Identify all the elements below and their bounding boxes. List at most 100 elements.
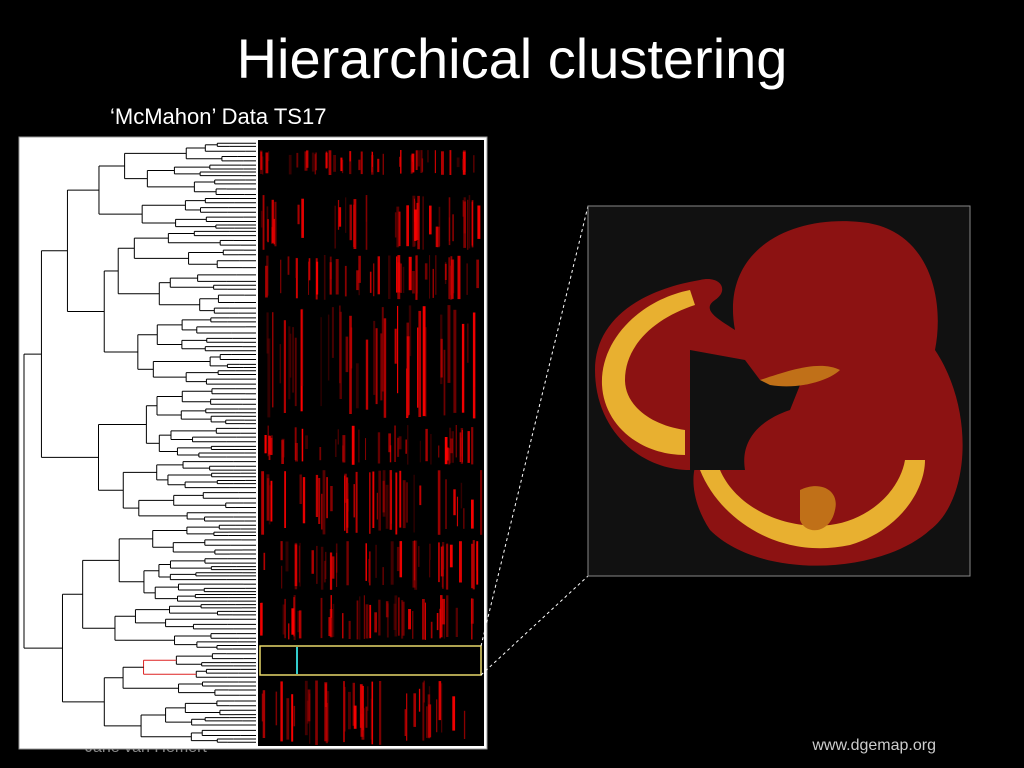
heat-streak — [424, 602, 426, 640]
heat-streak — [331, 556, 335, 579]
heat-streak — [444, 263, 447, 280]
heat-streak — [445, 544, 449, 590]
heat-streak — [415, 255, 418, 294]
heat-streak — [390, 541, 394, 585]
heat-streak — [382, 480, 385, 513]
heat-streak — [326, 477, 328, 519]
heat-streak — [330, 595, 332, 618]
heat-streak — [453, 489, 456, 516]
heat-streak — [365, 543, 367, 581]
heat-streak — [323, 255, 326, 300]
heat-streak — [436, 699, 438, 733]
heat-streak — [375, 328, 378, 405]
heat-streak — [371, 681, 374, 745]
heat-streak — [337, 200, 340, 230]
heat-streak — [315, 680, 318, 745]
heat-streak — [267, 219, 269, 243]
heat-streak — [321, 493, 323, 530]
heat-streak — [430, 621, 433, 639]
heat-streak — [388, 255, 391, 299]
heat-streak — [365, 604, 369, 639]
heat-streak — [264, 435, 267, 454]
heat-streak — [438, 206, 441, 247]
heat-streak — [406, 322, 410, 417]
heat-streak — [266, 474, 270, 521]
heat-streak — [408, 305, 412, 357]
heat-streak — [315, 152, 317, 171]
heat-streak — [325, 151, 328, 169]
heat-streak — [262, 156, 264, 175]
heat-streak — [346, 498, 349, 528]
heat-streak — [449, 265, 453, 300]
heat-streak — [471, 598, 473, 640]
heat-streak — [262, 690, 266, 738]
heat-streak — [440, 338, 443, 378]
heat-streak — [334, 205, 337, 249]
heat-streak — [365, 706, 368, 728]
heat-streak — [480, 470, 483, 535]
heat-streak — [327, 691, 330, 742]
heat-streak — [438, 445, 440, 458]
heat-streak — [361, 685, 364, 731]
heat-streak — [381, 307, 384, 392]
heat-streak — [281, 438, 285, 458]
heat-streak — [352, 682, 356, 726]
heat-streak — [358, 159, 361, 171]
heat-streak — [467, 431, 470, 463]
heat-streak — [377, 256, 380, 295]
heat-streak — [260, 151, 263, 170]
heat-streak — [318, 478, 321, 524]
heat-streak — [418, 546, 420, 567]
somites-top — [601, 290, 695, 455]
heat-streak — [370, 698, 372, 740]
heat-streak — [404, 709, 406, 736]
heat-streak — [356, 600, 359, 640]
heat-streak — [374, 612, 378, 633]
heat-streak — [446, 447, 449, 461]
heat-streak — [414, 540, 418, 590]
heat-streak — [394, 212, 397, 238]
heat-streak — [331, 307, 334, 358]
heat-streak — [367, 686, 369, 711]
heat-streak — [448, 448, 451, 465]
heat-streak — [427, 150, 429, 163]
heat-streak — [280, 681, 283, 742]
heat-streak — [328, 617, 332, 636]
heat-streak — [394, 328, 397, 364]
heat-streak — [455, 425, 457, 458]
heat-streak — [466, 263, 468, 295]
heat-streak — [425, 428, 428, 462]
heat-streak — [468, 195, 471, 249]
heat-streak — [266, 312, 269, 354]
heat-streak — [288, 623, 290, 640]
heat-streak — [408, 609, 412, 630]
heat-streak — [348, 620, 351, 639]
heat-streak — [426, 706, 428, 738]
heat-streak — [382, 567, 384, 585]
region — [760, 365, 840, 387]
heat-streak — [434, 150, 436, 174]
embryo-image — [587, 205, 971, 577]
heat-streak — [344, 265, 347, 297]
heat-streak — [441, 683, 443, 733]
heat-streak — [333, 155, 337, 172]
heat-streak — [394, 595, 398, 637]
heat-streak — [356, 270, 359, 291]
heat-streak — [325, 702, 328, 744]
heat-streak — [308, 261, 310, 295]
heat-streak — [396, 256, 398, 293]
heat-streak — [293, 595, 296, 640]
heat-streak — [385, 601, 389, 618]
heat-streak — [448, 197, 451, 246]
heat-streak — [411, 161, 414, 174]
heat-streak — [339, 305, 341, 384]
heat-streak — [262, 195, 265, 250]
heat-streak — [291, 694, 294, 742]
heat-streak — [268, 151, 270, 162]
heat-streak — [376, 492, 378, 520]
heat-streak — [393, 603, 397, 630]
heat-streak — [407, 425, 409, 465]
heat-streak — [311, 550, 314, 574]
heat-streak — [281, 565, 283, 589]
